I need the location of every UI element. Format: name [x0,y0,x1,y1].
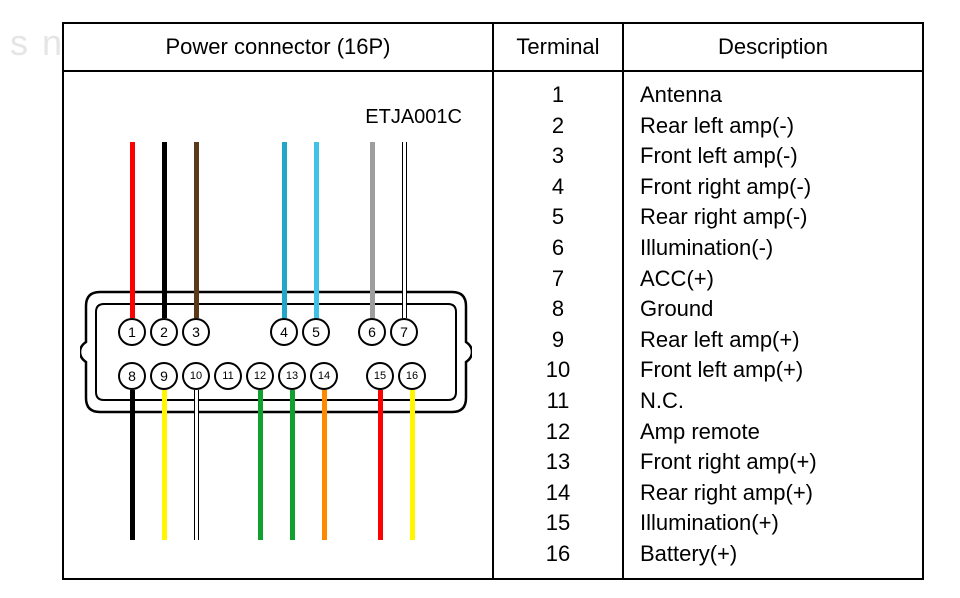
wire-pin-12 [258,390,263,540]
wire-pin-4 [282,142,287,318]
pin-12: 12 [246,362,274,390]
terminal-number: 16 [494,539,622,570]
terminal-description: Rear right amp(-) [640,202,922,233]
pinout-table: Power connector (16P) Terminal Descripti… [62,22,924,580]
terminal-description: Front right amp(-) [640,172,922,203]
header-connector: Power connector (16P) [64,24,494,70]
terminal-number: 11 [494,386,622,417]
pin-13: 13 [278,362,306,390]
terminal-number: 13 [494,447,622,478]
table-body: ETJA001C 12345678910111213141516 1234567… [64,72,922,578]
terminal-description: Ground [640,294,922,325]
pin-11: 11 [214,362,242,390]
terminal-number: 6 [494,233,622,264]
part-code: ETJA001C [365,106,462,129]
terminal-description: Antenna [640,80,922,111]
terminal-number: 12 [494,417,622,448]
pin-3: 3 [182,318,210,346]
terminal-description: Rear right amp(+) [640,478,922,509]
header-terminal: Terminal [494,24,624,70]
terminal-number: 1 [494,80,622,111]
pin-2: 2 [150,318,178,346]
header-description: Description [624,24,922,70]
pin-7: 7 [390,318,418,346]
wire-pin-14 [322,390,327,540]
pin-5: 5 [302,318,330,346]
connector-diagram-cell: ETJA001C 12345678910111213141516 [64,72,494,578]
terminal-description: ACC(+) [640,264,922,295]
wire-pin-7 [402,142,407,318]
wire-pin-8 [130,390,135,540]
wire-pin-1 [130,142,135,318]
terminal-description: Battery(+) [640,539,922,570]
pin-8: 8 [118,362,146,390]
terminal-number: 7 [494,264,622,295]
terminal-number: 14 [494,478,622,509]
terminal-number: 2 [494,111,622,142]
terminal-number: 8 [494,294,622,325]
terminal-description: Front left amp(-) [640,141,922,172]
pin-6: 6 [358,318,386,346]
wire-pin-16 [410,390,415,540]
terminal-description: Illumination(+) [640,508,922,539]
terminal-number: 10 [494,355,622,386]
wire-pin-3 [194,142,199,318]
pin-1: 1 [118,318,146,346]
terminal-number: 4 [494,172,622,203]
wire-pin-10 [194,390,199,540]
terminal-description: Rear left amp(+) [640,325,922,356]
terminal-column: 12345678910111213141516 [494,72,624,578]
pin-4: 4 [270,318,298,346]
pin-15: 15 [366,362,394,390]
wire-pin-5 [314,142,319,318]
wire-pin-9 [162,390,167,540]
terminal-number: 3 [494,141,622,172]
terminal-number: 5 [494,202,622,233]
terminal-number: 15 [494,508,622,539]
pin-14: 14 [310,362,338,390]
terminal-number: 9 [494,325,622,356]
terminal-description: Illumination(-) [640,233,922,264]
terminal-description: Front left amp(+) [640,355,922,386]
wire-pin-6 [370,142,375,318]
table-header-row: Power connector (16P) Terminal Descripti… [64,24,922,72]
description-column: AntennaRear left amp(-)Front left amp(-)… [624,72,922,578]
terminal-description: Rear left amp(-) [640,111,922,142]
wire-pin-13 [290,390,295,540]
terminal-description: N.C. [640,386,922,417]
pin-10: 10 [182,362,210,390]
pin-16: 16 [398,362,426,390]
wire-pin-15 [378,390,383,540]
pin-9: 9 [150,362,178,390]
wire-pin-2 [162,142,167,318]
terminal-description: Amp remote [640,417,922,448]
terminal-description: Front right amp(+) [640,447,922,478]
